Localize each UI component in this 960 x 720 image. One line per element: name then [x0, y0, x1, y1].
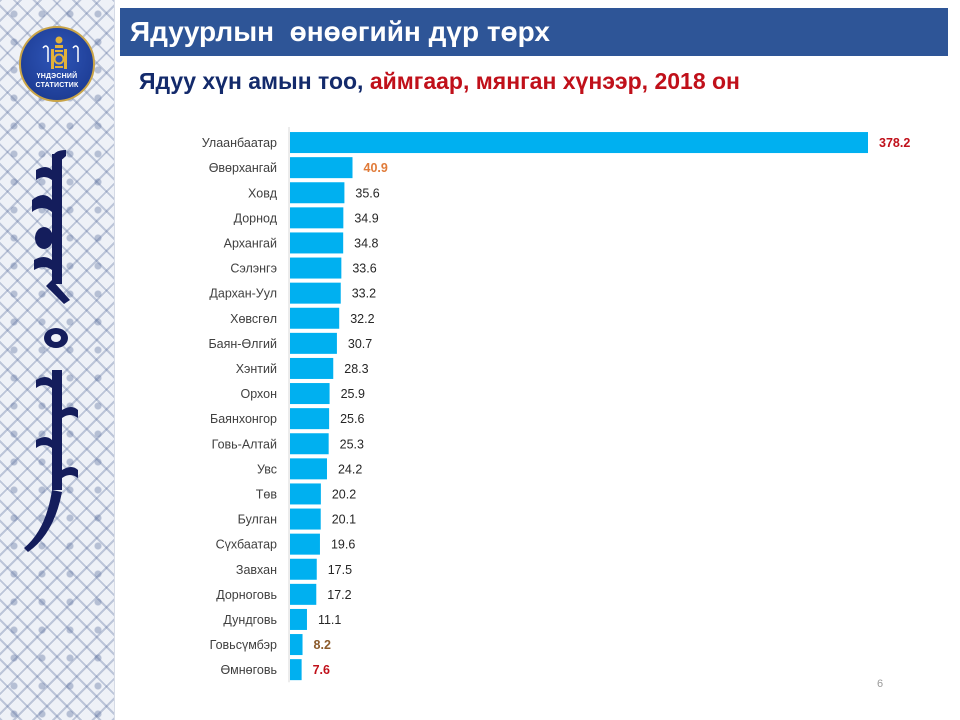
- category-label: Өмнөговь: [220, 663, 277, 677]
- data-label: 25.6: [340, 412, 364, 426]
- category-label: Өвөрхангай: [209, 161, 277, 175]
- data-label: 25.9: [341, 387, 365, 401]
- bar: [290, 357, 334, 379]
- soyombo-emblem-icon: [42, 36, 79, 69]
- nso-logo: ҮНДЭСНИЙ СТАТИСТИК: [19, 26, 95, 102]
- bar: [290, 608, 307, 630]
- data-label: 11.1: [318, 613, 341, 627]
- bar: [290, 282, 341, 304]
- data-label: 30.7: [348, 337, 372, 351]
- category-label: Сэлэнгэ: [230, 262, 277, 276]
- logo-text-line2: СТАТИСТИК: [35, 82, 79, 89]
- bar: [290, 583, 317, 605]
- data-label: 34.8: [354, 236, 378, 250]
- slide-title: Ядуурлын өнөөгийн дүр төрх: [130, 16, 550, 47]
- bar: [290, 257, 342, 279]
- bar: [290, 558, 317, 580]
- bar: [290, 132, 868, 154]
- page-number: 6: [877, 678, 884, 690]
- data-label: 40.9: [364, 161, 388, 175]
- category-label: Булган: [238, 513, 277, 527]
- bar: [290, 659, 302, 681]
- data-label: 17.5: [328, 563, 352, 577]
- category-label: Дорнод: [234, 211, 278, 225]
- bar: [290, 508, 321, 530]
- data-label: 32.2: [350, 312, 374, 326]
- chart-title-part1: Ядуу хүн амын тоо,: [139, 68, 370, 94]
- category-label: Говьсүмбэр: [210, 638, 277, 652]
- category-label: Орхон: [241, 387, 278, 401]
- category-label: Баянхонгор: [210, 412, 277, 426]
- chart-title: Ядуу хүн амын тоо, аймгаар, мянган хүнээ…: [139, 68, 740, 95]
- data-label: 7.6: [313, 663, 330, 677]
- data-label: 35.6: [355, 186, 379, 200]
- data-label: 34.9: [354, 211, 378, 225]
- data-label: 20.1: [332, 513, 356, 527]
- bar: [290, 207, 344, 229]
- category-label: Дундговь: [223, 613, 277, 627]
- bar: [290, 383, 330, 405]
- bar: [290, 307, 340, 329]
- category-label: Дорноговь: [216, 588, 277, 602]
- bar: [290, 408, 330, 430]
- category-label: Хөвсгөл: [230, 312, 277, 326]
- bar: [290, 157, 353, 179]
- data-label: 25.3: [340, 437, 364, 451]
- bar: [290, 483, 321, 505]
- bar: [290, 232, 344, 254]
- mongolian-script-decoration-icon: [24, 150, 78, 552]
- data-label: 33.2: [352, 287, 376, 301]
- category-label: Төв: [256, 487, 278, 501]
- category-label: Говь-Алтай: [212, 437, 277, 451]
- bar: [290, 634, 303, 656]
- category-label: Баян-Өлгий: [208, 337, 277, 351]
- category-label: Дархан-Уул: [209, 287, 277, 301]
- bar: [290, 332, 337, 354]
- title-bar: Ядуурлын өнөөгийн дүр төрх: [120, 8, 948, 56]
- category-label: Завхан: [236, 563, 277, 577]
- category-label: Увс: [257, 462, 277, 476]
- bar: [290, 533, 320, 555]
- bar: [290, 182, 345, 204]
- bar: [290, 433, 329, 455]
- data-label: 8.2: [314, 638, 331, 652]
- data-label: 33.6: [352, 262, 376, 276]
- category-label: Архангай: [224, 236, 277, 250]
- data-label: 19.6: [331, 538, 355, 552]
- category-label: Ховд: [248, 186, 278, 200]
- category-label: Хэнтий: [236, 362, 277, 376]
- logo-text-line1: ҮНДЭСНИЙ: [36, 73, 78, 80]
- data-label: 17.2: [327, 588, 351, 602]
- chart-title-part2: аймгаар, мянган хүнээр, 2018 он: [369, 68, 740, 94]
- data-label: 28.3: [344, 362, 368, 376]
- category-label: Сүхбаатар: [216, 538, 277, 552]
- decorative-sidebar: ҮНДЭСНИЙ СТАТИСТИК: [0, 0, 115, 720]
- bar: [290, 458, 327, 480]
- data-label: 24.2: [338, 462, 362, 476]
- data-label: 20.2: [332, 487, 356, 501]
- category-label: Улаанбаатар: [202, 136, 277, 150]
- data-label: 378.2: [879, 136, 910, 150]
